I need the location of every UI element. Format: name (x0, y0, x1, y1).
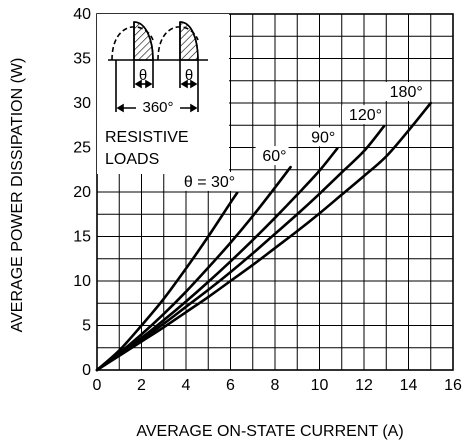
series-line-4 (95, 101, 433, 372)
inset-period-label: 360° (142, 99, 173, 116)
series-line-3 (95, 124, 386, 372)
series-label-bg (382, 82, 425, 101)
inset-period-label-bg (136, 96, 180, 114)
series-labels: θ = 30° 60° 90° 120° 180° (168, 82, 425, 191)
y-tick-label: 25 (73, 140, 91, 157)
series-label-2: 90° (311, 129, 335, 146)
series-line-1 (95, 165, 292, 372)
inset-theta-label-1: θ (139, 67, 147, 84)
y-tick-label: 35 (73, 51, 91, 68)
x-tick-label: 0 (93, 377, 102, 394)
x-tick-label: 16 (444, 377, 462, 394)
series-label-bg (255, 146, 289, 166)
x-tick-label: 12 (355, 377, 373, 394)
y-axis-title: AVERAGE POWER DISSIPATION (W) (9, 58, 26, 333)
inset-panel (97, 14, 229, 174)
y-tick-label: 10 (73, 273, 91, 290)
x-tick-label: 10 (311, 377, 329, 394)
waveform-icon (108, 21, 208, 113)
x-tick-labels: 0 2 4 6 8 10 12 14 16 (93, 377, 462, 394)
series-label-3: 120° (349, 107, 382, 124)
inset-load-label-line1: RESISTIVE (105, 129, 189, 146)
series-label-bg (168, 171, 238, 191)
x-tick-label: 2 (137, 377, 146, 394)
series-line-2 (95, 147, 339, 372)
y-tick-label: 40 (73, 6, 91, 23)
series-label-bg (304, 127, 338, 147)
x-axis-title: AVERAGE ON-STATE CURRENT (A) (136, 423, 403, 440)
y-tick-labels: 0 5 10 15 20 25 30 35 40 (73, 6, 91, 379)
inset-theta-label-2: θ (185, 67, 193, 84)
y-tick-label: 20 (73, 184, 91, 201)
plot-border (96, 13, 454, 371)
series-line-0 (95, 191, 239, 372)
curves (95, 101, 433, 372)
x-tick-label: 8 (271, 377, 280, 394)
inset-load-label-line2: LOADS (105, 151, 159, 168)
y-tick-label: 0 (82, 362, 91, 379)
series-label-4: 180° (390, 84, 423, 101)
y-tick-label: 15 (73, 229, 91, 246)
y-tick-label: 30 (73, 95, 91, 112)
x-tick-label: 14 (400, 377, 418, 394)
series-label-bg (342, 105, 385, 125)
series-label-1: 60° (262, 148, 286, 165)
series-label-0: θ = 30° (184, 174, 235, 191)
y-tick-label: 5 (82, 318, 91, 335)
x-tick-label: 6 (226, 377, 235, 394)
plot-frame (96, 13, 454, 371)
x-tick-label: 4 (182, 377, 191, 394)
